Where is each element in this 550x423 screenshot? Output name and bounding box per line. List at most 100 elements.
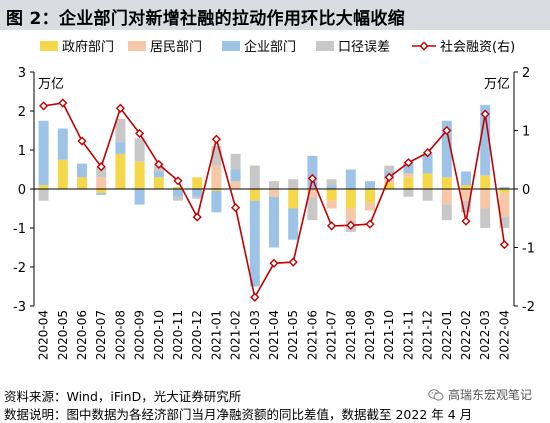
bar-居民部门 (326, 200, 337, 209)
bar-居民部门 (96, 177, 107, 189)
bar-政府部门 (403, 177, 414, 189)
bar-口径误差 (96, 167, 107, 178)
bar-企业部门 (326, 185, 337, 189)
bar-口径误差 (192, 196, 203, 199)
left-unit-label: 万亿 (38, 77, 64, 92)
bar-政府部门 (326, 189, 337, 201)
bar-口径误差 (134, 138, 145, 162)
left-tick-label: 2 (18, 105, 26, 120)
bar-居民部门 (480, 189, 491, 209)
line-point (365, 219, 375, 229)
bar-企业部门 (461, 171, 471, 186)
bar-口径误差 (499, 216, 510, 228)
bar-口径误差 (307, 196, 318, 221)
bar-政府部门 (38, 185, 49, 189)
watermark: 高瑞东宏观笔记 (428, 386, 532, 403)
left-tick-label: -1 (13, 222, 26, 237)
x-tick-label: 2022-04 (497, 310, 511, 360)
bar-口径误差 (211, 146, 222, 166)
legend-swatch (128, 41, 146, 51)
bar-口径误差 (249, 165, 260, 189)
bar-政府部门 (134, 161, 145, 189)
x-tick-label: 2020-07 (94, 310, 108, 360)
bar-企业部门 (153, 171, 164, 178)
bar-企业部门 (57, 128, 68, 160)
bar-企业部门 (422, 153, 433, 174)
bar-政府部门 (365, 189, 375, 203)
line-point (39, 101, 49, 111)
wechat-icon (428, 388, 444, 401)
bar-口径误差 (461, 200, 471, 213)
bar-政府部门 (345, 189, 356, 209)
bar-口径误差 (480, 208, 491, 228)
x-tick-label: 2022-03 (478, 310, 492, 360)
data-note: 数据说明：图中数据为各经济部门当月净融资额的同比差值，数据截至 2022 年 4… (4, 407, 473, 422)
bar-口径误差 (384, 165, 395, 172)
bar-口径误差 (173, 196, 183, 201)
bar-居民部门 (403, 173, 414, 178)
bar-居民部门 (441, 189, 452, 205)
bar-政府部门 (173, 187, 183, 189)
line-point (480, 109, 490, 119)
line-point (96, 162, 106, 172)
x-tick-label: 2021-09 (363, 310, 377, 360)
line-point (384, 172, 394, 182)
bar-口径误差 (115, 118, 126, 143)
bar-口径误差 (326, 179, 337, 186)
bar-企业部门 (192, 189, 203, 197)
bar-企业部门 (173, 189, 183, 197)
legend-label: 政府部门 (62, 40, 114, 55)
line-point (231, 203, 241, 213)
x-tick-label: 2020-06 (75, 310, 89, 360)
bar-企业部门 (307, 155, 318, 189)
left-tick-label: -2 (13, 261, 26, 276)
bar-居民部门 (211, 165, 222, 189)
bar-口径误差 (38, 189, 49, 201)
bar-企业部门 (441, 120, 452, 178)
bar-居民部门 (269, 189, 279, 197)
x-tick-label: 2021-03 (248, 310, 262, 360)
line-point (461, 216, 471, 226)
bar-居民部门 (345, 208, 356, 221)
bar-企业部门 (403, 161, 414, 174)
legend-line-marker (419, 41, 429, 51)
legend-label: 企业部门 (244, 39, 296, 55)
bar-企业部门 (115, 142, 126, 154)
bar-政府部门 (249, 189, 260, 201)
x-tick-label: 2020-12 (190, 310, 204, 360)
bar-企业部门 (77, 163, 87, 178)
bar-企业部门 (211, 190, 222, 213)
x-tick-label: 2021-06 (305, 310, 319, 360)
bar-企业部门 (288, 208, 299, 240)
line-point (211, 134, 221, 144)
bar-口径误差 (441, 204, 452, 221)
x-tick-label: 2021-12 (421, 310, 435, 360)
bar-政府部门 (422, 173, 433, 189)
left-tick-label: 0 (18, 183, 26, 198)
x-tick-label: 2021-10 (382, 310, 396, 360)
bar-企业部门 (345, 169, 356, 189)
x-tick-label: 2020-08 (113, 310, 127, 360)
bar-企业部门 (269, 196, 279, 248)
x-tick-label: 2021-11 (401, 310, 415, 360)
bar-政府部门 (96, 189, 107, 193)
bar-口径误差 (269, 181, 279, 189)
bar-企业部门 (134, 189, 145, 205)
bar-政府部门 (57, 159, 68, 189)
line-point (58, 98, 68, 108)
bar-政府部门 (499, 189, 510, 193)
bar-政府部门 (441, 177, 452, 189)
bar-口径误差 (422, 189, 433, 201)
line-point (135, 128, 145, 139)
bar-政府部门 (288, 189, 299, 209)
x-tick-label: 2022-01 (440, 310, 454, 360)
bar-政府部门 (211, 189, 222, 191)
right-tick-label: -2 (522, 300, 535, 315)
title-bar (0, 0, 550, 30)
line-point (154, 159, 164, 170)
bar-口径误差 (403, 189, 414, 197)
bar-居民部门 (307, 189, 318, 197)
line-point (499, 239, 509, 250)
